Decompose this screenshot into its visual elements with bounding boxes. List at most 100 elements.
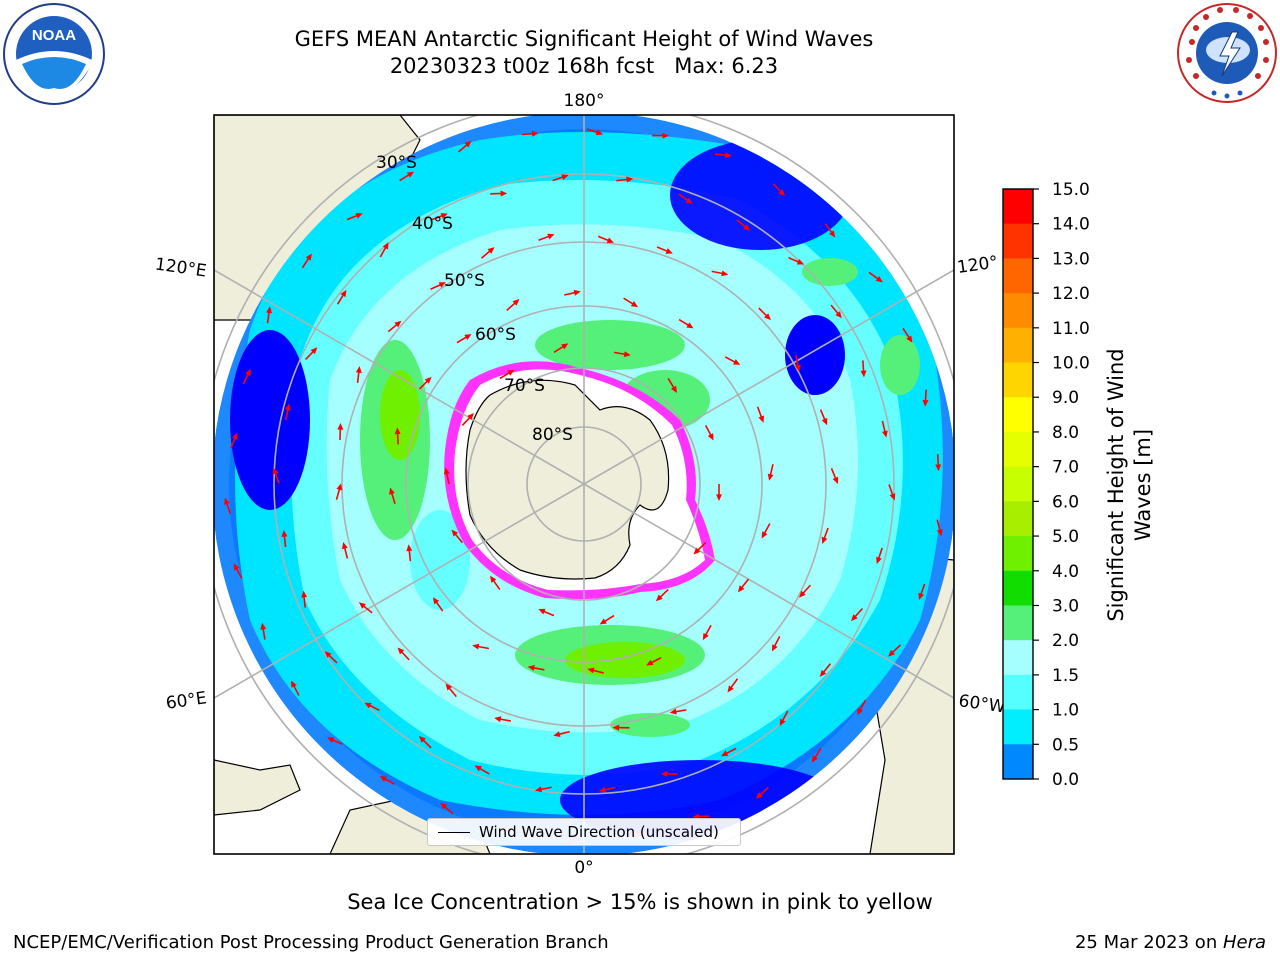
colorbar-label: Significant Height of Wind Waves [m] — [1104, 348, 1155, 622]
wind-wave-arrow-head — [438, 282, 446, 288]
wind-wave-arrow-head — [445, 683, 453, 691]
wind-wave-arrow-head — [487, 247, 495, 254]
wind-wave-arrow-head — [489, 575, 497, 583]
wind-wave-arrow-head — [724, 152, 732, 159]
colorbar-tick-label: 0.5 — [1052, 735, 1079, 755]
wind-wave-arrow-head — [561, 174, 569, 180]
lat-label-30s: 30°S — [376, 153, 417, 173]
wind-wave-arrow-head — [835, 311, 842, 319]
colorbar-tick-label: 5.0 — [1052, 527, 1079, 547]
graticule — [214, 115, 954, 854]
wind-wave-arrow-head — [281, 530, 288, 537]
wind-wave-arrow-head — [358, 602, 366, 609]
colorbar-tick-label: 4.0 — [1052, 562, 1079, 582]
noaa-logo: NOAA — [3, 3, 105, 105]
wind-wave-arrow-head — [301, 590, 308, 598]
wind-wave-arrow-head — [531, 130, 539, 137]
colorbar-tick-label: 1.0 — [1052, 701, 1079, 721]
wind-wave-arrow-head — [231, 432, 238, 440]
wind-wave-arrow-head — [720, 750, 729, 757]
wind-wave-arrow-head — [538, 608, 546, 615]
wind-wave-arrow-head — [665, 248, 673, 254]
wind-wave-arrow-head — [612, 724, 620, 731]
wind-wave-arrow-head — [851, 614, 858, 622]
wind-wave-arrow-head — [767, 473, 774, 481]
wind-wave-arrow-head — [686, 322, 694, 329]
wind-wave-arrow-head — [336, 483, 343, 491]
colorbar-segment — [1003, 640, 1033, 676]
wind-wave-arrow-head — [936, 529, 943, 537]
wind-wave-arrow-head — [828, 230, 836, 238]
wind-wave-arrow-head — [432, 597, 440, 605]
colorbar-segment — [1003, 536, 1033, 572]
wind-wave-arrow-head — [394, 320, 402, 328]
wind-wave-arrow-head — [406, 171, 415, 178]
wind-wave-arrow-head — [811, 755, 818, 763]
wind-wave-arrow-head — [881, 430, 888, 438]
wind-wave-arrow-head — [364, 702, 372, 709]
wind-wave-arrow-head — [764, 313, 771, 321]
footer-date-text: 25 Mar 2023 on — [1074, 932, 1223, 953]
wind-wave-arrow-head — [796, 258, 805, 265]
wind-wave-arrow-head — [512, 299, 520, 306]
wind-wave-arrow-head — [340, 289, 347, 298]
wind-wave-arrow-head — [771, 644, 778, 652]
colorbar-segment — [1003, 501, 1033, 537]
wind-wave-arrow-head — [889, 493, 896, 501]
wind-wave-arrow-head — [599, 618, 607, 625]
wind-wave-arrow-head — [662, 132, 670, 139]
colorbar-tick-label: 14.0 — [1052, 215, 1090, 235]
map-frame — [213, 114, 955, 855]
wind-wave-arrow-head — [821, 536, 828, 544]
lat-label-50s: 50°S — [444, 271, 485, 291]
wind-wave-arrow-head — [233, 563, 240, 571]
colorbar-segment — [1003, 605, 1033, 641]
wind-wave-arrow-head — [494, 716, 502, 723]
wind-wave-arrow-head — [660, 770, 668, 777]
colorbar-tick-label: 11.0 — [1052, 319, 1090, 339]
wind-wave-arrow-head — [418, 735, 426, 743]
colorbar-tick-label: 15.0 — [1052, 180, 1090, 200]
wind-wave-arrow-head — [440, 802, 448, 810]
colorbar-tick-label: 1.5 — [1052, 666, 1079, 686]
wind-wave-arrow-head — [382, 242, 389, 250]
wind-wave-arrow-head — [646, 659, 654, 666]
wind-wave-arrow-head — [406, 544, 413, 552]
wind-wave-arrow-head — [832, 476, 839, 485]
wind-wave-arrow-head — [527, 665, 535, 671]
colorbar-segment — [1003, 466, 1033, 502]
legend-line-swatch — [438, 832, 470, 833]
lon-label-60e: 60°E — [165, 688, 208, 713]
colorbar-tick-label: 13.0 — [1052, 249, 1090, 269]
colorbar-segment — [1003, 431, 1033, 468]
wind-wave-arrow-head — [737, 585, 745, 593]
wind-wave-arrow-head — [587, 667, 595, 674]
colorbar-segment — [1003, 189, 1033, 225]
chart-title: GEFS MEAN Antarctic Significant Height o… — [294, 27, 874, 51]
wind-wave-arrow-head — [224, 497, 230, 505]
wind-wave-arrow-head — [821, 417, 828, 426]
map-area — [214, 115, 954, 854]
wind-wave-arrow-head — [290, 680, 297, 688]
lat-label-70s: 70°S — [504, 376, 545, 396]
lat-label-80s: 80°S — [532, 425, 573, 445]
wind-wave-arrow-head — [467, 412, 474, 420]
footer-date: 25 Mar 2023 on Hera — [1075, 932, 1266, 953]
wind-wave-arrow-head — [693, 547, 701, 555]
lat-label-40s: 40°S — [412, 214, 453, 234]
lon-label-120w: 120° — [956, 252, 999, 278]
colorbar-tick-label: 7.0 — [1052, 458, 1079, 478]
wind-wave-arrow-head — [669, 708, 677, 715]
footer-org: NCEP/EMC/Verification Post Processing Pr… — [13, 932, 609, 953]
wind-wave-arrow-head — [922, 399, 929, 407]
lon-label-120e: 120°E — [154, 255, 208, 282]
wind-wave-arrow-head — [324, 651, 332, 658]
wind-wave-arrow-head — [761, 531, 768, 539]
wind-wave-arrow-head — [935, 464, 942, 472]
colorbar-segment — [1003, 362, 1033, 398]
colorbar-tick-label: 2.0 — [1052, 631, 1079, 651]
wind-wave-arrow-head — [547, 233, 555, 240]
nws-logo — [1177, 3, 1277, 103]
wind-wave-arrow-head — [451, 529, 459, 537]
